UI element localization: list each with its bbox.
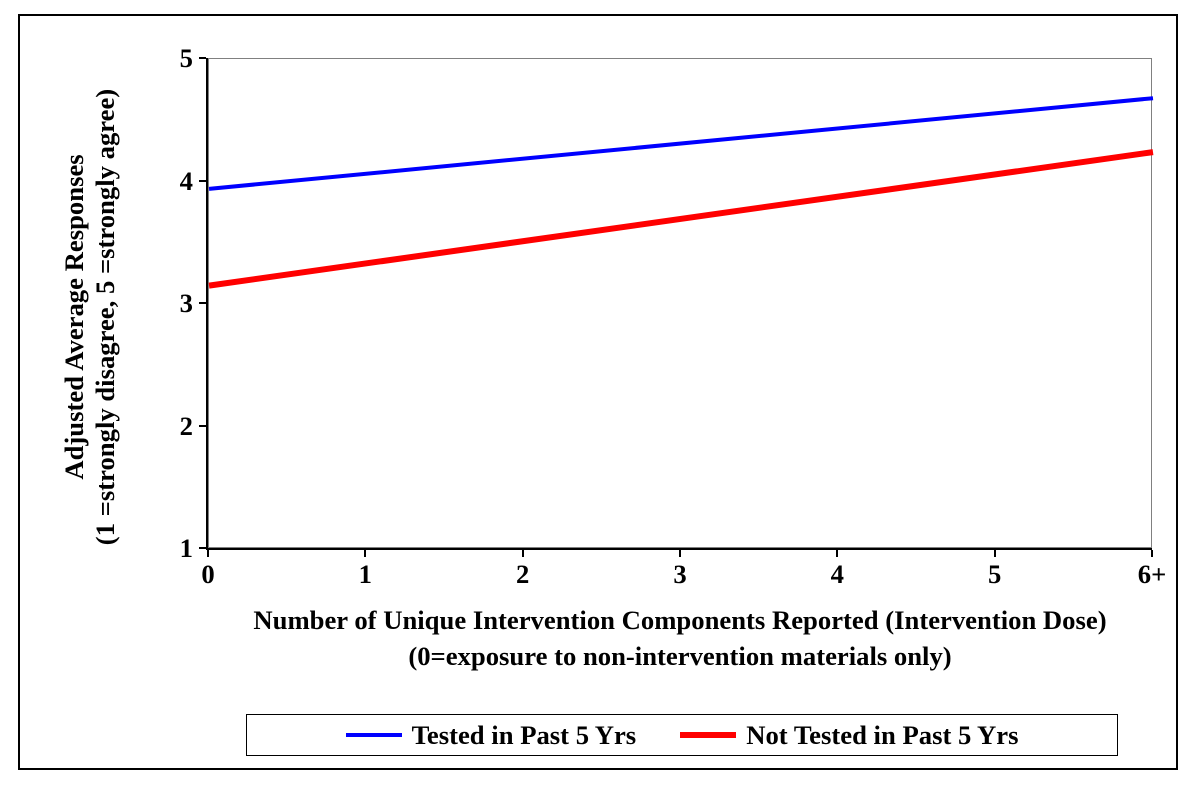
y-tick-label: 3	[163, 288, 193, 319]
y-tick-label: 2	[163, 411, 193, 442]
y-axis-title-line2: (1 =strongly disagree, 5 =strongly agree…	[90, 89, 120, 545]
x-axis-title-line1: Number of Unique Intervention Components…	[253, 605, 1106, 635]
legend-item: Not Tested in Past 5 Yrs	[680, 720, 1018, 751]
legend: Tested in Past 5 Yrs Not Tested in Past 5…	[246, 714, 1118, 756]
x-axis-title: Number of Unique Intervention Components…	[208, 602, 1152, 674]
series-line	[209, 152, 1153, 286]
x-tick-mark	[994, 550, 996, 557]
x-tick-label: 2	[493, 559, 553, 590]
x-axis-title-line2: (0=exposure to non-intervention material…	[408, 641, 951, 671]
x-tick-mark	[1151, 550, 1153, 557]
legend-item: Tested in Past 5 Yrs	[346, 720, 637, 751]
legend-label: Not Tested in Past 5 Yrs	[746, 720, 1018, 751]
y-tick-mark	[199, 547, 206, 549]
y-tick-mark	[199, 425, 206, 427]
y-axis-title: Adjusted Average Responses (1 =strongly …	[59, 57, 121, 577]
x-tick-mark	[522, 550, 524, 557]
y-tick-mark	[199, 57, 206, 59]
x-tick-label: 0	[178, 559, 238, 590]
x-tick-label: 5	[965, 559, 1025, 590]
x-tick-mark	[207, 550, 209, 557]
series-line	[209, 98, 1153, 189]
x-tick-label: 1	[335, 559, 395, 590]
y-tick-mark	[199, 302, 206, 304]
x-tick-mark	[364, 550, 366, 557]
x-tick-label: 4	[807, 559, 867, 590]
y-tick-label: 5	[163, 43, 193, 74]
legend-swatch	[680, 732, 736, 738]
x-tick-mark	[836, 550, 838, 557]
plot-area	[208, 58, 1152, 548]
x-tick-label: 6+	[1122, 559, 1182, 590]
series-lines	[209, 59, 1153, 549]
x-tick-mark	[679, 550, 681, 557]
y-axis-line	[206, 58, 208, 548]
legend-swatch	[346, 733, 402, 737]
x-tick-label: 3	[650, 559, 710, 590]
legend-label: Tested in Past 5 Yrs	[412, 720, 637, 751]
y-tick-mark	[199, 180, 206, 182]
chart-frame: Adjusted Average Responses (1 =strongly …	[18, 14, 1178, 770]
x-axis-line	[206, 548, 1152, 550]
y-axis-title-line1: Adjusted Average Responses	[59, 154, 89, 479]
y-tick-label: 4	[163, 166, 193, 197]
